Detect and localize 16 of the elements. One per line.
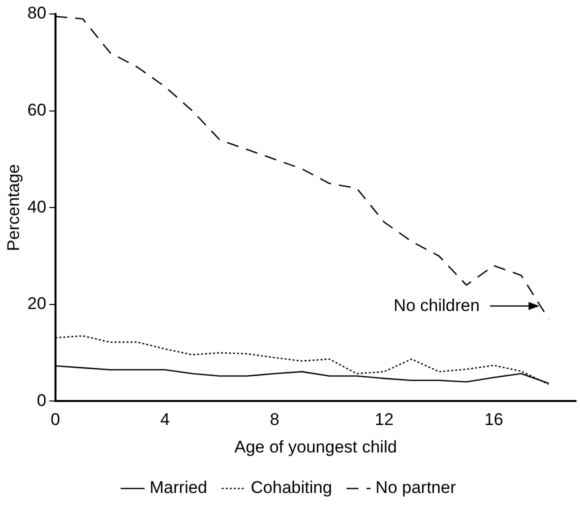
legend-label: No partner <box>376 478 456 498</box>
y-axis-title: Percentage <box>4 164 23 252</box>
x-tick-label: 12 <box>374 410 394 430</box>
y-tick-label: 20 <box>27 294 46 314</box>
x-tick-label: 16 <box>484 410 504 430</box>
x-tick-label: 8 <box>270 410 280 430</box>
y-tick-label: 60 <box>27 100 46 120</box>
x-tick-label: 0 <box>50 410 60 430</box>
x-tick-label: 4 <box>160 410 170 430</box>
legend-label: Cohabiting <box>250 478 332 498</box>
x-axis-title: Age of youngest child <box>234 437 397 456</box>
annotation: No children <box>394 296 480 316</box>
y-tick-label: 0 <box>36 390 46 410</box>
y-tick-label: 40 <box>27 197 46 216</box>
legend-label: Married <box>150 478 208 498</box>
y-tick-label: 80 <box>27 4 46 23</box>
